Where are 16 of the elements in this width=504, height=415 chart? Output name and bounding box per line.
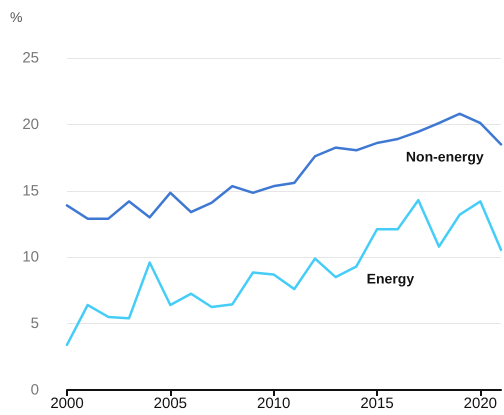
- y-tick-label: 20: [22, 116, 39, 133]
- y-tick-label: 10: [22, 248, 39, 266]
- x-tick-label: 2005: [154, 395, 188, 412]
- y-axis-title: %: [10, 9, 22, 25]
- y-tick-label: 5: [30, 315, 39, 332]
- series-label: Non-energy: [406, 148, 484, 164]
- y-tick-label: 25: [22, 50, 39, 66]
- x-tick-label: 2020: [464, 395, 498, 412]
- line-series: [66, 112, 502, 220]
- x-tick-label: 2015: [360, 395, 394, 412]
- series-label: Energy: [366, 270, 414, 286]
- x-tick-label: 2000: [50, 395, 84, 412]
- line-series: [66, 198, 502, 346]
- y-tick-label: 0: [30, 382, 39, 398]
- x-tick-label: 2010: [256, 395, 290, 412]
- y-tick-label: 15: [22, 182, 39, 200]
